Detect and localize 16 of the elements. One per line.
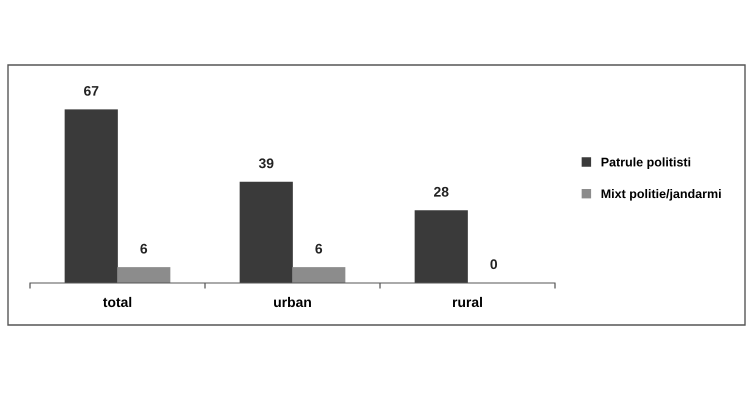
data-label: 0 xyxy=(490,259,498,270)
x-tick-label: urban xyxy=(274,296,311,308)
legend-label: Mixt politie/jandarmi xyxy=(602,189,721,201)
bar xyxy=(64,109,118,283)
legend-label: Patrule politisti xyxy=(602,157,690,169)
bar xyxy=(414,210,468,283)
x-tick-label: rural xyxy=(452,296,482,308)
bar xyxy=(240,182,293,283)
data-label: 6 xyxy=(140,244,148,254)
bar xyxy=(117,267,170,283)
data-label: 67 xyxy=(84,86,98,96)
data-label: 39 xyxy=(258,158,274,168)
data-label: 28 xyxy=(434,186,449,197)
bar xyxy=(292,267,346,283)
x-tick-label: total xyxy=(103,296,132,308)
data-label: 6 xyxy=(315,244,322,254)
